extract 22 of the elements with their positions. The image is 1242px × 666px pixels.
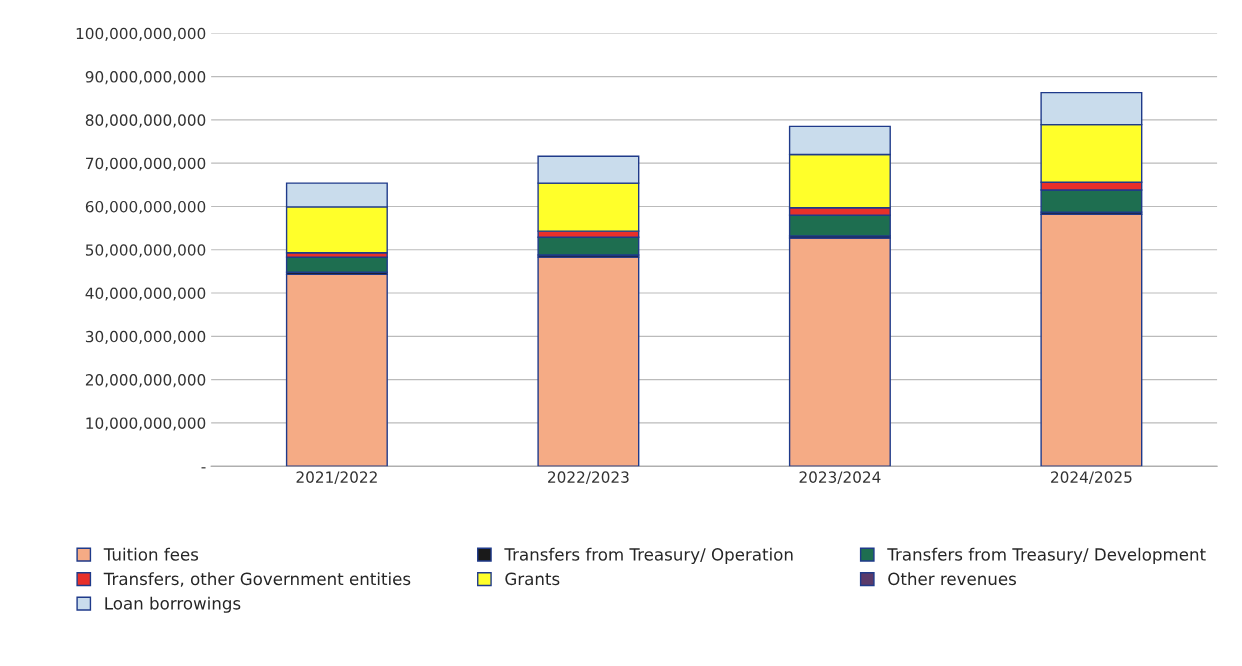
y-tick-label: 40,000,000,000 xyxy=(85,287,206,301)
y-tick-label: 50,000,000,000 xyxy=(85,244,206,258)
legend-label: Transfers from Treasury/ Development xyxy=(887,547,1206,564)
y-tick-label: 100,000,000,000 xyxy=(76,27,206,41)
y-tick-label: 60,000,000,000 xyxy=(85,200,206,215)
legend-label: Transfers, other Government entities xyxy=(103,572,411,587)
x-tick-label: 2023/2024 xyxy=(799,471,881,485)
x-tick-label: 2021/2022 xyxy=(296,471,377,485)
legend-label: Tuition fees xyxy=(103,547,199,561)
y-tick-label: 90,000,000,000 xyxy=(85,71,206,85)
y-tick-label: 20,000,000,000 xyxy=(85,374,206,388)
legend-label: Grants xyxy=(505,572,560,586)
legend-label: Transfers from Treasury/ Operation xyxy=(504,547,793,564)
x-tick-label: 2024/2025 xyxy=(1051,471,1132,485)
y-tick-label: 30,000,000,000 xyxy=(85,330,206,344)
y-tick-label: 70,000,000,000 xyxy=(86,157,206,171)
x-tick-label: 2022/2023 xyxy=(548,471,629,485)
y-tick-label: 80,000,000,000 xyxy=(85,114,206,128)
y-tick-label: 10,000,000,000 xyxy=(86,417,206,431)
legend-label: Other revenues xyxy=(888,572,1016,586)
legend-label: Loan borrowings xyxy=(105,596,241,613)
y-tick-label: - xyxy=(201,467,206,469)
